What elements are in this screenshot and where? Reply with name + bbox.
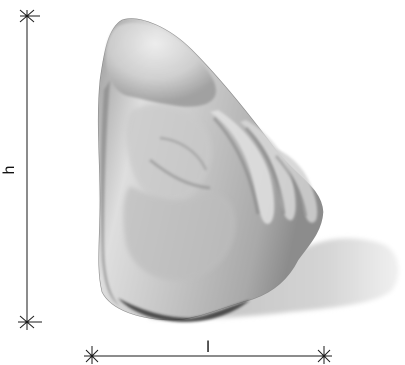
rock-crease-1 — [212, 116, 260, 215]
rock-crease-mid — [159, 136, 208, 171]
rock-ridge-3 — [270, 148, 318, 223]
rock-left-shade — [100, 80, 120, 306]
rock-ridge-1 — [210, 110, 275, 224]
rock-hollow-left — [126, 104, 212, 201]
rock-crease-3 — [275, 155, 308, 217]
height-label: h — [1, 166, 18, 175]
length-dimension: l — [84, 339, 332, 364]
rock-base-shadow — [118, 298, 250, 322]
height-dimension: h — [1, 9, 42, 330]
length-label: l — [206, 339, 210, 356]
rock-hollow-lower — [123, 186, 236, 281]
rock-object — [97, 18, 324, 322]
rock-crease-lower — [149, 158, 211, 190]
rock-top-highlight — [105, 22, 217, 107]
rock-crease-2 — [244, 126, 286, 215]
